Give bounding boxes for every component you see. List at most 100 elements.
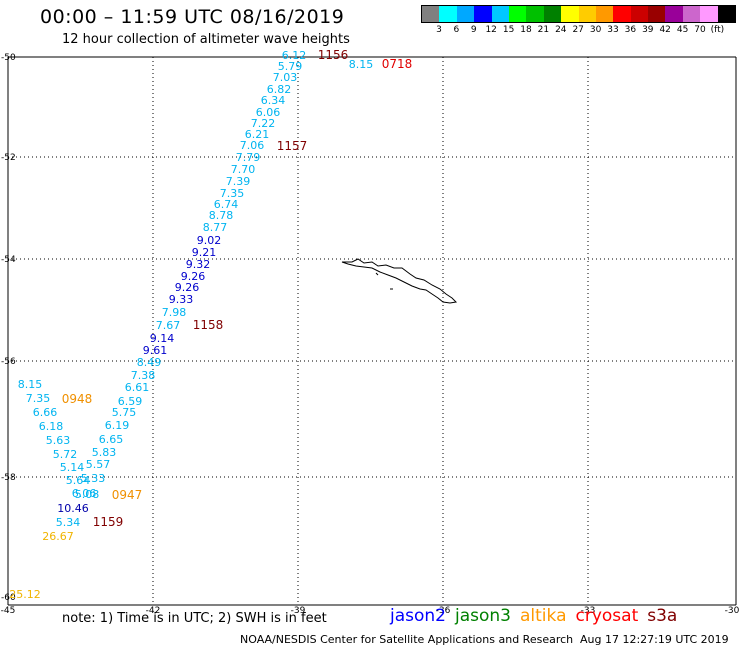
pass-time-label: 0718 <box>382 57 413 71</box>
credit-line: NOAA/NESDIS Center for Satellite Applica… <box>240 633 574 646</box>
swh-value: 6.82 <box>267 83 292 96</box>
legend-label: 45 <box>676 25 689 35</box>
legend-swatch <box>543 6 562 22</box>
y-tick-label: -60 <box>1 593 16 603</box>
legend-swatches <box>421 5 737 23</box>
swh-value: 5.63 <box>46 434 71 447</box>
x-tick-label: -33 <box>581 606 596 616</box>
legend-swatch <box>561 6 579 22</box>
legend-label: 3 <box>436 25 442 35</box>
legend-swatch <box>613 6 631 22</box>
swh-value: 9.21 <box>192 246 217 259</box>
legend-label: 36 <box>624 25 637 35</box>
legend-swatch <box>578 6 596 22</box>
swh-value: 6.61 <box>125 381 150 394</box>
pass-time-label: 1158 <box>193 318 224 332</box>
legend-swatch <box>508 6 527 22</box>
pass-time-label: 1159 <box>93 515 124 529</box>
legend-swatch <box>717 6 736 22</box>
legend-swatch <box>665 6 683 22</box>
extra-values: 8.15 <box>349 58 374 71</box>
swh-value: 6.21 <box>245 128 270 141</box>
swh-value: 6.34 <box>261 94 286 107</box>
y-tick-label: -50 <box>1 53 16 63</box>
swh-value: 26.67 <box>42 530 74 543</box>
legend-swatch <box>648 6 666 22</box>
swh-value: 7.39 <box>226 175 251 188</box>
swh-value: 5.33 <box>81 472 106 485</box>
swh-value: 7.98 <box>162 306 187 319</box>
legend-label: 27 <box>572 25 584 35</box>
pass-time-label: 0947 <box>112 488 143 502</box>
swh-value: 6.06 <box>256 106 281 119</box>
swh-value: 6.06 <box>72 487 97 500</box>
swh-value: 9.61 <box>143 344 168 357</box>
track-1-values: 6.125.797.036.826.346.067.226.217.067.79… <box>75 49 307 501</box>
swh-value: 9.33 <box>169 293 194 306</box>
legend-swatch <box>682 6 701 22</box>
swh-value: 6.19 <box>105 419 130 432</box>
legend-label: 6 <box>453 25 460 35</box>
legend-swatch <box>700 6 718 22</box>
legend-label: 12 <box>485 25 497 35</box>
color-legend: 3 6 9 12 15 18 21 24 27 30 33 36 39 42 45 70 (ft) <box>421 5 737 37</box>
legend-label: 33 <box>607 25 619 35</box>
swh-value: 10.46 <box>57 502 89 515</box>
satellite-s3a: s3a <box>647 606 678 626</box>
swh-value: 5.57 <box>86 458 111 471</box>
swh-value: 7.38 <box>131 369 156 382</box>
swh-value: 5.08 <box>75 488 100 501</box>
satellite-jason2: jason2 <box>390 606 446 626</box>
legend-label: 18 <box>520 25 532 35</box>
map-title: 00:00 – 11:59 UTC 08/16/2019 <box>40 6 345 28</box>
swh-value: 8.15 <box>349 58 374 71</box>
legend-swatch <box>526 6 544 22</box>
generated-timestamp: Aug 17 12:27:19 UTC 2019 <box>580 633 729 646</box>
legend-swatch <box>456 6 475 22</box>
swh-value: 7.35 <box>26 392 51 405</box>
legend-label: 15 <box>502 25 515 35</box>
legend-swatch <box>474 6 492 22</box>
swh-value: 7.67 <box>156 319 181 332</box>
swh-value: 9.32 <box>186 258 211 271</box>
swh-value: 5.14 <box>60 461 85 474</box>
x-tick-label: -45 <box>1 606 16 616</box>
swh-value: 5.79 <box>278 60 303 73</box>
y-tick-label: -54 <box>1 255 16 265</box>
x-tick-label: -36 <box>436 606 451 616</box>
swh-value: 7.79 <box>236 151 261 164</box>
satellite-jason3: jason3 <box>455 606 511 626</box>
axis-ticks: -45 -42 -39 -36 -33 -30 -50 -52 -54 -56 -58 -60 <box>1 53 740 616</box>
south-georgia-coastline <box>341 258 458 304</box>
satellite-cryosat: cryosat <box>575 606 639 626</box>
swh-value: 8.78 <box>209 209 234 222</box>
y-tick-label: -56 <box>1 357 16 367</box>
x-tick-label: -42 <box>146 606 161 616</box>
legend-swatch <box>439 6 457 22</box>
legend-swatch <box>630 6 649 22</box>
swh-value: 25.12 <box>9 588 41 601</box>
pass-time-label: 0948 <box>62 392 93 406</box>
legend-label: 21 <box>537 25 550 35</box>
swh-value: 9.14 <box>150 332 175 345</box>
legend-label: 39 <box>642 25 654 35</box>
legend-label: 42 <box>659 25 671 35</box>
y-tick-label: -58 <box>1 473 16 483</box>
swh-value: 6.12 <box>282 49 307 62</box>
legend-label: 30 <box>589 25 602 35</box>
swh-value: 5.75 <box>112 406 137 419</box>
swh-value: 7.35 <box>220 187 245 200</box>
swh-value: 9.02 <box>197 234 222 247</box>
swh-value: 6.66 <box>33 406 58 419</box>
swh-value: 7.22 <box>251 117 276 130</box>
footer-note: note: 1) Time is in UTC; 2) SWH is in fe… <box>62 611 327 626</box>
swh-value: 8.49 <box>137 356 162 369</box>
legend-label: (ft) <box>710 25 725 35</box>
pass-time-label: 1157 <box>277 139 308 153</box>
map-grid <box>8 57 736 605</box>
legend-swatch <box>491 6 509 22</box>
legend-label: 9 <box>470 25 477 35</box>
swh-value: 9.26 <box>175 281 200 294</box>
track-2-values: 8.157.356.666.185.635.725.145.646.06 10.4… <box>9 378 96 601</box>
